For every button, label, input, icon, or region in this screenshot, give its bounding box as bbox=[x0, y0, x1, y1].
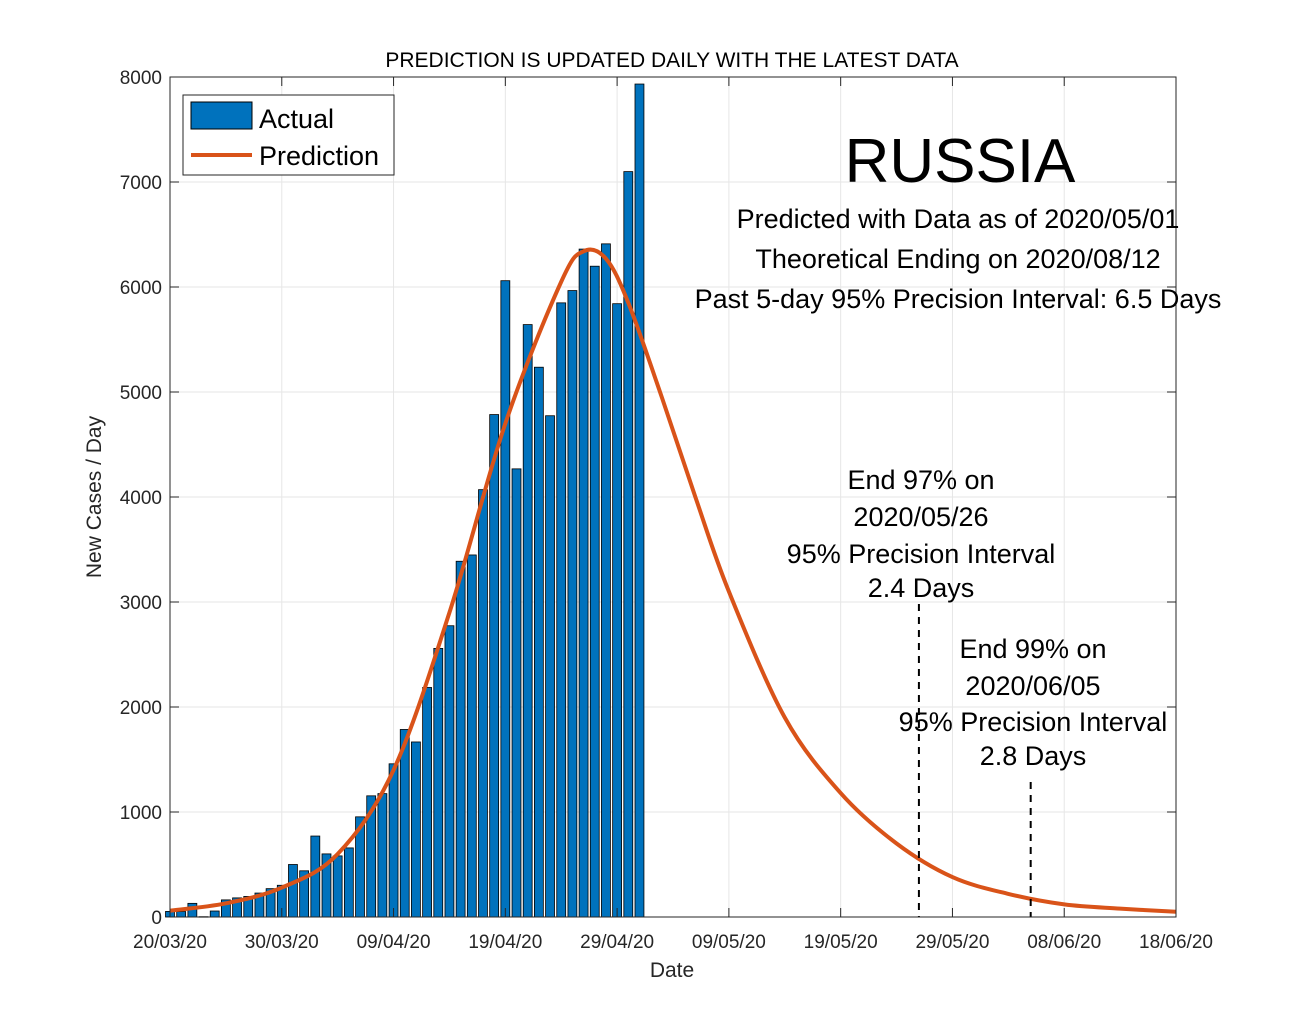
actual-bar bbox=[478, 489, 488, 918]
y-tick-label: 0 bbox=[151, 908, 162, 929]
end99-line-1: End 99% on bbox=[959, 634, 1106, 664]
actual-bar bbox=[466, 554, 477, 918]
chart-title: PREDICTION IS UPDATED DAILY WITH THE LAT… bbox=[385, 49, 958, 72]
actual-bar bbox=[522, 324, 533, 918]
y-tick-label: 3000 bbox=[120, 593, 162, 614]
actual-bar bbox=[399, 729, 410, 918]
y-axis-label: New Cases / Day bbox=[83, 415, 106, 578]
x-tick-label: 09/05/20 bbox=[692, 932, 766, 953]
y-tick-label: 5000 bbox=[120, 383, 162, 404]
prediction-curve bbox=[169, 247, 1177, 914]
end-date-markers bbox=[917, 604, 1032, 917]
end99-line-2: 2020/06/05 bbox=[965, 671, 1100, 701]
actual-bar bbox=[433, 648, 444, 918]
x-tick-label: 08/06/20 bbox=[1027, 932, 1101, 953]
x-tick-label: 18/06/20 bbox=[1139, 932, 1213, 953]
actual-bar bbox=[176, 911, 187, 918]
prediction-line bbox=[169, 247, 1177, 914]
end99-line-4: 2.8 Days bbox=[980, 741, 1087, 771]
y-tick-label: 2000 bbox=[120, 698, 162, 719]
tick-labels: 20/03/20 30/03/20 09/04/20 19/04/20 29/04/20… bbox=[120, 68, 1213, 953]
actual-bar bbox=[310, 835, 321, 918]
info-line-3: Past 5-day 95% Precision Interval: 6.5 D… bbox=[695, 284, 1222, 314]
y-tick-label: 6000 bbox=[120, 278, 162, 299]
actual-bar bbox=[500, 280, 511, 918]
actual-bar bbox=[589, 265, 600, 918]
actual-bar bbox=[422, 687, 432, 918]
x-tick-label: 29/04/20 bbox=[580, 932, 654, 953]
x-tick-label: 30/03/20 bbox=[245, 932, 319, 953]
legend-actual-swatch bbox=[190, 101, 253, 130]
actual-bar bbox=[612, 303, 622, 918]
x-tick-label: 19/04/20 bbox=[468, 932, 542, 953]
y-tick-label: 8000 bbox=[120, 68, 162, 89]
actual-bar bbox=[444, 625, 455, 918]
x-axis-label: Date bbox=[650, 959, 694, 982]
actual-bar bbox=[489, 414, 500, 918]
actual-bar bbox=[556, 302, 567, 918]
actual-bar bbox=[209, 910, 220, 918]
actual-bar bbox=[332, 855, 343, 918]
actual-bars bbox=[165, 83, 645, 918]
y-tick-label: 1000 bbox=[120, 803, 162, 824]
info-line-2: Theoretical Ending on 2020/08/12 bbox=[755, 244, 1160, 274]
actual-bar bbox=[578, 248, 589, 918]
end97-line-3: 95% Precision Interval bbox=[787, 539, 1056, 569]
end97-line-2: 2020/05/26 bbox=[853, 502, 988, 532]
actual-bar bbox=[601, 243, 611, 918]
actual-bar bbox=[511, 468, 522, 918]
legend: Actual Prediction bbox=[182, 94, 395, 176]
x-tick-label: 20/03/20 bbox=[133, 932, 207, 953]
actual-bar bbox=[634, 83, 645, 918]
actual-bar bbox=[377, 793, 388, 918]
info-line-1: Predicted with Data as of 2020/05/01 bbox=[737, 204, 1180, 234]
end97-line-1: End 97% on bbox=[847, 465, 994, 495]
country-label: RUSSIA bbox=[845, 127, 1076, 196]
axes bbox=[169, 76, 1177, 918]
y-tick-label: 7000 bbox=[120, 173, 162, 194]
actual-bar bbox=[623, 171, 634, 918]
y-tick-label: 4000 bbox=[120, 488, 162, 509]
x-tick-label: 09/04/20 bbox=[357, 932, 431, 953]
end99-line-3: 95% Precision Interval bbox=[899, 707, 1168, 737]
x-tick-label: 29/05/20 bbox=[915, 932, 989, 953]
actual-bar bbox=[455, 560, 466, 918]
actual-bar bbox=[388, 763, 399, 918]
actual-bar bbox=[411, 741, 421, 918]
end97-line-4: 2.4 Days bbox=[868, 573, 975, 603]
actual-bar bbox=[343, 847, 354, 918]
legend-prediction-label: Prediction bbox=[259, 141, 379, 171]
plot-area-border bbox=[169, 76, 1177, 918]
actual-bar bbox=[533, 366, 544, 918]
legend-actual-label: Actual bbox=[259, 104, 334, 134]
actual-bar bbox=[567, 290, 578, 918]
actual-bar bbox=[545, 415, 555, 918]
actual-bar bbox=[288, 864, 298, 918]
x-tick-label: 19/05/20 bbox=[804, 932, 878, 953]
